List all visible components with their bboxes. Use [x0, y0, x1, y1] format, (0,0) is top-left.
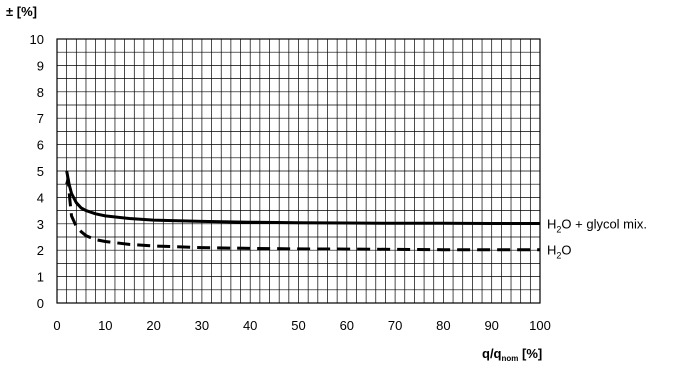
x-tick-label: 40 — [243, 318, 257, 333]
y-tick-label: 1 — [37, 270, 44, 285]
y-tick-label: 3 — [37, 217, 44, 232]
series-labels: H2O + glycol mix. H2O — [547, 217, 647, 261]
x-tick-label: 50 — [291, 318, 305, 333]
y-tick-label: 10 — [30, 32, 44, 47]
x-tick-label: 20 — [146, 318, 160, 333]
y-tick-label: 4 — [37, 190, 44, 205]
x-tick-label: 80 — [436, 318, 450, 333]
y-tick-label: 7 — [37, 111, 44, 126]
y-tick-label: 6 — [37, 138, 44, 153]
series-line-2 — [65, 177, 540, 252]
series-layer — [65, 170, 540, 252]
y-tick-label: 9 — [37, 58, 44, 73]
x-tick-label: 70 — [388, 318, 402, 333]
tick-labels: 0 10 20 30 40 50 60 70 80 90 100 0 1 2 3 4 5 6 7 8 9 10 — [30, 32, 551, 333]
x-tick-label: 60 — [340, 318, 354, 333]
x-tick-label: 100 — [529, 318, 551, 333]
series-label-1: H2O + glycol mix. — [547, 217, 647, 235]
y-tick-label: 0 — [37, 296, 44, 311]
y-axis-title: ± [%] — [6, 4, 37, 19]
x-tick-label: 10 — [98, 318, 112, 333]
y-tick-label: 2 — [37, 243, 44, 258]
x-tick-label: 90 — [484, 318, 498, 333]
series-line-1 — [65, 170, 540, 225]
plot-frame — [56, 38, 541, 304]
series-label-2: H2O — [547, 243, 572, 261]
y-tick-label: 5 — [37, 164, 44, 179]
y-tick-label: 8 — [37, 85, 44, 100]
x-axis-title: q/qnom [%] — [482, 346, 542, 363]
grid — [57, 39, 540, 303]
x-tick-label: 30 — [195, 318, 209, 333]
x-tick-label: 0 — [53, 318, 60, 333]
